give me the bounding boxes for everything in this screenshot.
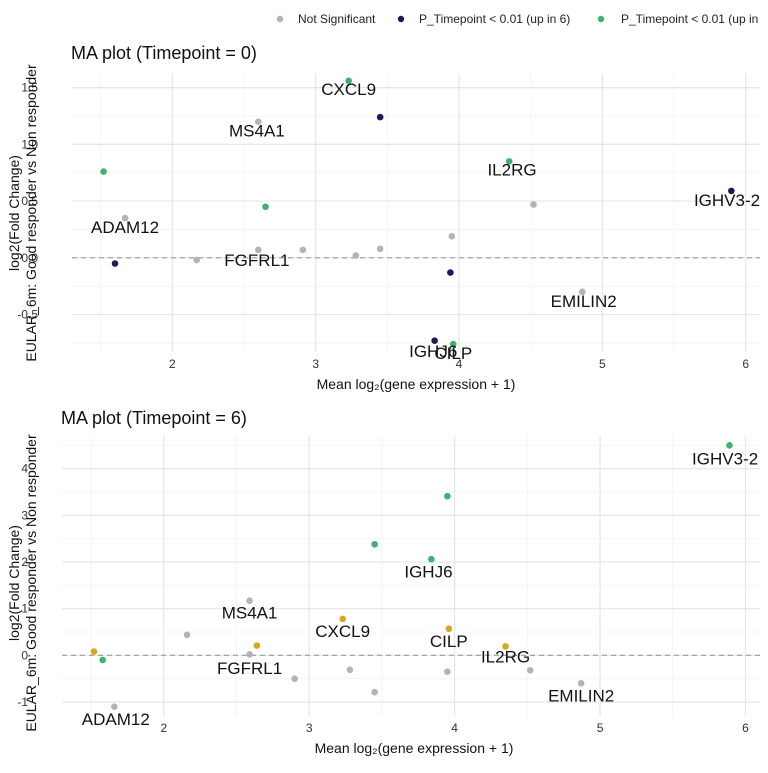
data-point: [502, 643, 509, 650]
y-axis-title-line1: log2(Fold Change): [6, 155, 22, 271]
y-axis-title-line2: EULAR_6m: Good responder vs Non responde…: [23, 64, 39, 362]
gene-label: EMILIN2: [551, 292, 617, 311]
gene-label: CXCL9: [315, 622, 370, 641]
gene-label: IL2RG: [481, 648, 530, 667]
data-point: [530, 201, 537, 208]
data-point: [255, 246, 262, 254]
gene-label: ADAM12: [91, 218, 159, 237]
y-tick-label: 2: [21, 555, 28, 569]
gene-label: IGHJ6: [409, 342, 457, 361]
x-tick-label: 2: [160, 721, 167, 735]
gene-label: CILP: [430, 632, 468, 651]
data-point: [376, 245, 384, 253]
legend-dot-up-in-6: [397, 15, 405, 23]
data-point: [371, 688, 378, 696]
y-axis-title-line2: EULAR_6m: Good responder vs Non responde…: [23, 434, 39, 732]
y-tick-label: -1: [17, 695, 28, 709]
data-point: [90, 648, 98, 655]
data-point: [526, 666, 534, 674]
data-point: [183, 631, 191, 639]
data-point: [449, 340, 457, 348]
legend: Not Significant P_Timepoint < 0.01 (up i…: [276, 12, 758, 26]
chart-panel-timepoint-6: MA plot (Timepoint = 6) 2 3 4 5 6 -1 0 1 2 3 4 IGH…: [6, 408, 760, 756]
gene-label: ADAM12: [82, 710, 150, 729]
data-point: [371, 540, 378, 548]
data-point: [444, 668, 451, 675]
data-point: [253, 642, 261, 649]
y-tick-label: 0.0: [21, 251, 38, 265]
y-tick-label: 1.0: [21, 137, 38, 151]
y-tick-label: 0: [21, 648, 28, 662]
gene-label: CXCL9: [321, 80, 376, 99]
y-tick-label: -0.5: [17, 308, 38, 322]
data-point: [448, 232, 456, 240]
legend-label-up-in-0: P_Timepoint < 0.01 (up in: [621, 12, 758, 26]
x-tick-label: 5: [599, 357, 606, 371]
data-point: [445, 625, 453, 633]
gene-label: FGFRL1: [224, 251, 289, 270]
data-point: [339, 615, 346, 623]
data-point: [246, 597, 253, 605]
data-point: [262, 203, 269, 211]
gene-label: IGHJ6: [404, 562, 452, 581]
x-tick-label: 4: [451, 721, 458, 735]
gene-label: FGFRL1: [217, 659, 282, 678]
data-point: [577, 680, 585, 687]
x-tick-label: 6: [742, 721, 749, 735]
chart-panel-timepoint-0: MA plot (Timepoint = 0) 2 3 4 5 6 -0.5 0.0 0.5 1…: [6, 43, 760, 392]
x-axis-title: Mean log₂(gene expression + 1): [317, 376, 516, 392]
y-tick-label: 3: [21, 508, 28, 522]
y-tick-label: 1: [21, 602, 28, 616]
data-point: [299, 246, 307, 254]
gene-label: MS4A1: [229, 122, 285, 141]
data-point: [447, 269, 454, 276]
data-point: [345, 77, 352, 85]
data-point: [193, 256, 200, 264]
data-point: [346, 666, 354, 674]
data-point: [99, 656, 107, 664]
gene-label: MS4A1: [222, 603, 278, 622]
data-point: [444, 492, 451, 500]
y-axis-title-line1: log2(Fold Change): [6, 525, 22, 641]
data-point: [505, 158, 513, 165]
x-tick-label: 2: [169, 357, 176, 371]
y-tick-label: 4: [21, 462, 28, 476]
data-point: [111, 703, 118, 710]
gene-label: EMILIN2: [548, 686, 614, 705]
gene-label: IGHV3-2: [692, 449, 758, 468]
legend-dot-not-significant: [276, 15, 284, 23]
data-point: [728, 187, 735, 195]
data-point: [100, 168, 107, 175]
data-point: [578, 288, 586, 296]
data-point: [255, 118, 262, 125]
data-point: [111, 260, 119, 267]
legend-label-not-significant: Not Significant: [298, 12, 376, 26]
y-tick-label: 0.5: [21, 194, 38, 208]
x-tick-label: 5: [597, 721, 604, 735]
x-tick-label: 3: [312, 357, 319, 371]
y-tick-label: 1.5: [21, 81, 38, 95]
x-tick-label: 6: [742, 357, 749, 371]
data-point: [246, 651, 253, 658]
data-point: [726, 442, 733, 449]
x-tick-label: 3: [306, 721, 313, 735]
data-point: [121, 214, 129, 222]
gene-label: IGHV3-2: [694, 191, 760, 210]
legend-dot-up-in-0: [597, 15, 605, 23]
data-point: [376, 113, 384, 121]
chart-title: MA plot (Timepoint = 0): [71, 43, 257, 63]
data-point: [431, 337, 438, 344]
gene-label: CILP: [434, 344, 472, 363]
data-point: [428, 555, 435, 563]
data-point: [352, 252, 360, 259]
chart-title: MA plot (Timepoint = 6): [61, 408, 247, 428]
x-axis-title: Mean log₂(gene expression + 1): [315, 740, 514, 756]
x-tick-label: 4: [456, 357, 463, 371]
legend-label-up-in-6: P_Timepoint < 0.01 (up in 6): [419, 12, 570, 26]
gene-label: IL2RG: [487, 160, 536, 179]
data-point: [291, 675, 298, 682]
